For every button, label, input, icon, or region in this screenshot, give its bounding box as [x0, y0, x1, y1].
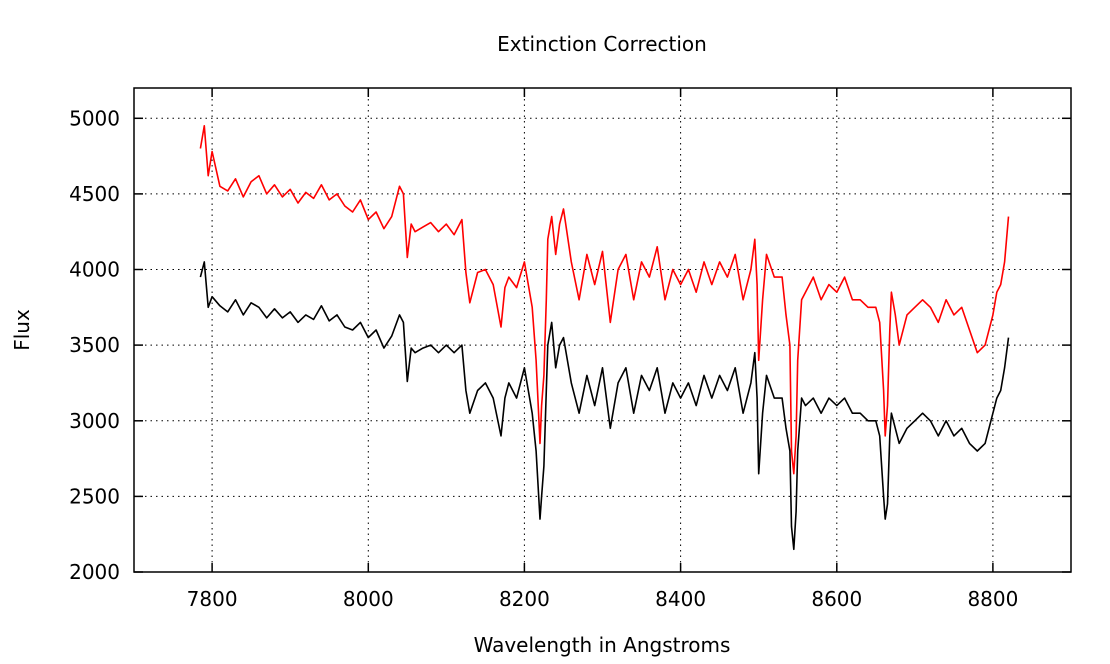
plot-frame	[133, 87, 1072, 573]
y-tick-label: 2000	[69, 560, 120, 584]
series-group	[199, 125, 1010, 551]
y-tick-label: 4000	[69, 258, 120, 282]
chart-title: Extinction Correction	[497, 32, 707, 56]
y-ticks: 2000 2500 3000 3500 4000 4500 5000	[69, 106, 1071, 584]
x-axis-label: Wavelength in Angstroms	[474, 633, 731, 657]
y-tick-label: 5000	[69, 106, 120, 130]
x-tick-label: 8800	[967, 587, 1018, 611]
x-tick-label: 7800	[187, 587, 238, 611]
x-tick-label: 8400	[655, 587, 706, 611]
x-ticks: 7800 8000 8200 8400 8600 8800	[187, 88, 1018, 611]
y-tick-label: 3000	[69, 409, 120, 433]
y-tick-label: 2500	[69, 484, 120, 508]
y-axis-label: Flux	[10, 309, 34, 351]
y-tick-label: 3500	[69, 333, 120, 357]
x-tick-label: 8200	[499, 587, 550, 611]
series-line-2	[199, 261, 1010, 551]
y-tick-label: 4500	[69, 182, 120, 206]
x-tick-label: 8000	[343, 587, 394, 611]
grid	[134, 88, 1071, 572]
series-line-1	[199, 125, 1010, 475]
x-tick-label: 8600	[811, 587, 862, 611]
